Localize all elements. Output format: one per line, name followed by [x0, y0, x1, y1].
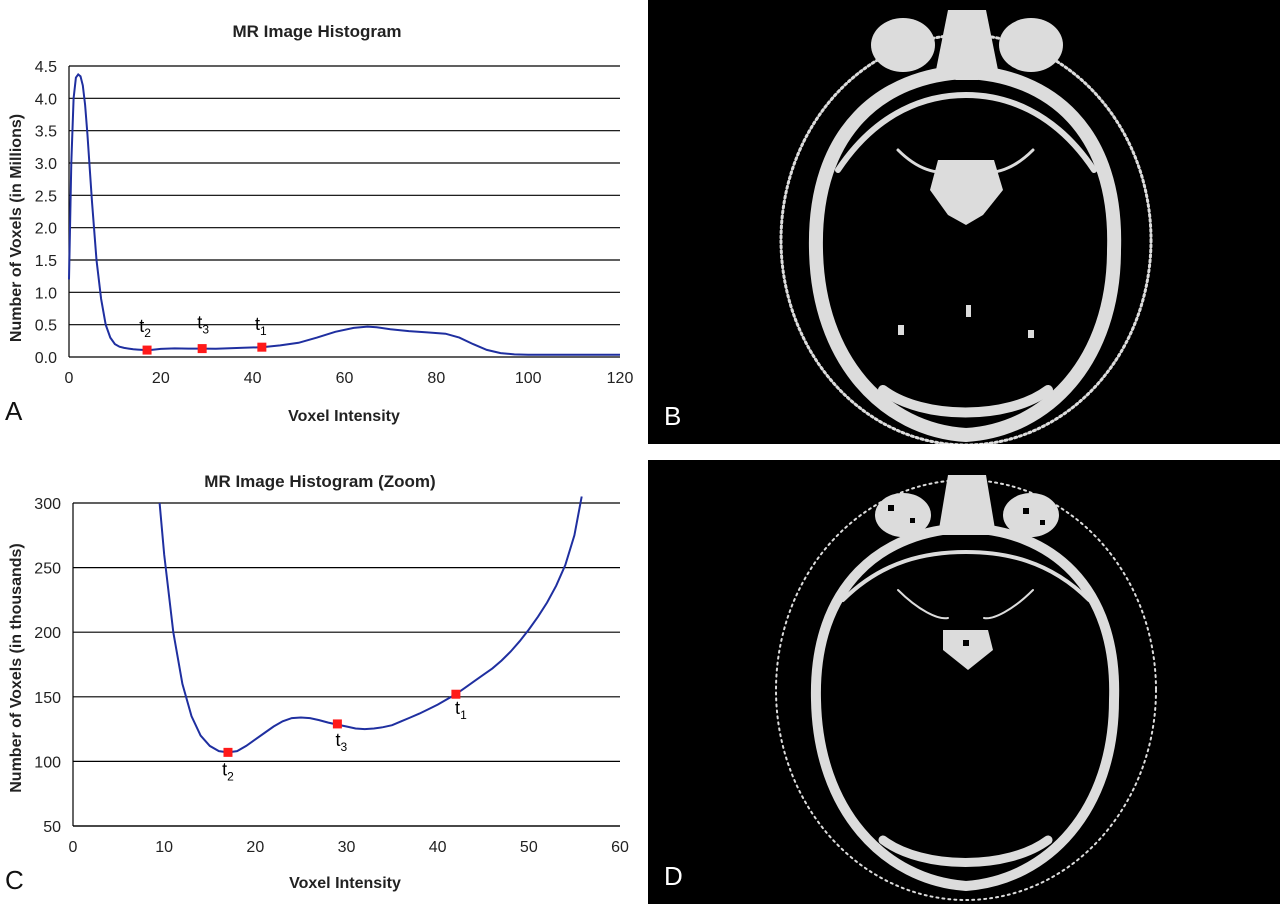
- threshold-label-t2: t2: [222, 759, 234, 783]
- y-tick-label: 300: [34, 496, 61, 513]
- threshold-marker-t2: [142, 345, 152, 355]
- x-tick-label: 50: [520, 839, 538, 856]
- x-tick-label: 100: [515, 370, 542, 387]
- panel-letter: A: [5, 396, 23, 426]
- zoom-histogram-chart: MR Image Histogram (Zoom) Voxel Intensit…: [5, 472, 629, 895]
- panel-letter: B: [664, 401, 682, 431]
- y-tick-label: 0.0: [35, 350, 57, 367]
- speckle: [966, 305, 971, 317]
- nasal-structure: [936, 10, 998, 80]
- eye-left: [871, 18, 935, 72]
- x-tick-label: 60: [336, 370, 354, 387]
- panel-letter: D: [664, 861, 683, 891]
- x-tick-label: 80: [427, 370, 445, 387]
- threshold-marker-t1: [257, 342, 267, 352]
- x-tick-label: 20: [246, 839, 264, 856]
- plot-area: 0.0 0.5 1.0 1.5 2.0 2.5 3.0 3.5 4.0 4.5 0 20 40 60 80 1…: [35, 59, 634, 387]
- histogram-chart-panel: MR Image Histogram Voxel Intensity Numbe…: [0, 0, 648, 452]
- y-tick-label: 4.5: [35, 59, 57, 76]
- sellar-region: [943, 630, 993, 670]
- occipital-bone: [878, 835, 1053, 867]
- y-tick-label: 2.5: [35, 188, 57, 205]
- threshold-label-t3: t3: [336, 730, 348, 754]
- x-tick-label: 0: [65, 370, 74, 387]
- zoom-histogram-chart-panel: MR Image Histogram (Zoom) Voxel Intensit…: [0, 452, 648, 904]
- threshold-marker-t1: [451, 689, 461, 699]
- eye-right: [999, 18, 1063, 72]
- mr-scan-image-threshold-alt: D: [648, 460, 1280, 904]
- threshold-marker-t2: [223, 747, 233, 757]
- histogram-curve: [158, 496, 583, 754]
- y-tick-label: 2.0: [35, 221, 57, 238]
- y-tick-label: 150: [34, 690, 61, 707]
- vessel-right: [983, 589, 1034, 620]
- x-tick-label: 40: [429, 839, 447, 856]
- y-tick-label: 1.5: [35, 253, 57, 270]
- threshold-marker-t3: [197, 344, 207, 354]
- x-tick-label: 60: [611, 839, 629, 856]
- threshold-marker-t3: [332, 719, 342, 729]
- occipital-bone: [878, 385, 1053, 418]
- brain-scan-illustration: [775, 475, 1157, 901]
- threshold-label-t3: t3: [197, 313, 209, 337]
- image-divider: [648, 444, 1280, 460]
- chart-title: MR Image Histogram: [232, 22, 401, 41]
- orbital-roof: [841, 549, 1091, 602]
- y-tick-label: 200: [34, 625, 61, 642]
- brain-scan-illustration: [779, 10, 1153, 444]
- x-tick-label: 0: [69, 839, 78, 856]
- y-tick-label: 100: [34, 754, 61, 771]
- eye-right: [1003, 493, 1059, 537]
- histogram-curve: [68, 72, 620, 356]
- panel-letter: C: [5, 865, 24, 895]
- orbital-roof: [835, 91, 1097, 173]
- x-tick-label: 10: [155, 839, 173, 856]
- nasal-structure: [938, 475, 996, 535]
- y-tick-label: 3.0: [35, 156, 57, 173]
- skull-ring: [810, 522, 1120, 892]
- scalp-outline: [775, 479, 1157, 901]
- speckle: [1028, 330, 1034, 338]
- skull-ring: [808, 64, 1122, 443]
- y-tick-label: 4.0: [35, 91, 57, 108]
- x-tick-label: 20: [152, 370, 170, 387]
- threshold-label-t1: t1: [255, 314, 267, 338]
- threshold-label-t1: t1: [455, 698, 467, 722]
- vessel-left: [897, 589, 949, 620]
- y-axis-label: Number of Voxels (in thousands): [8, 543, 25, 793]
- x-axis-label: Voxel Intensity: [288, 408, 400, 425]
- mr-scan-image-threshold: B: [648, 0, 1280, 444]
- x-tick-label: 120: [607, 370, 634, 387]
- chart-title: MR Image Histogram (Zoom): [204, 472, 435, 491]
- speckle: [898, 325, 904, 335]
- y-tick-label: 3.5: [35, 124, 57, 141]
- plot-area: 50 100 150 200 250 300 0 10 20 30 40 50 60 t2 t3 t1: [34, 496, 629, 856]
- x-axis-label: Voxel Intensity: [289, 875, 401, 892]
- y-axis-label: Number of Voxels (in Millions): [8, 114, 25, 342]
- x-tick-label: 30: [338, 839, 356, 856]
- y-tick-label: 50: [43, 819, 61, 836]
- eye-left: [875, 493, 931, 537]
- y-tick-label: 1.0: [35, 285, 57, 302]
- y-tick-label: 0.5: [35, 318, 57, 335]
- threshold-label-t2: t2: [139, 316, 151, 340]
- x-tick-label: 40: [244, 370, 262, 387]
- y-tick-label: 250: [34, 561, 61, 578]
- histogram-chart: MR Image Histogram Voxel Intensity Numbe…: [5, 22, 634, 426]
- sellar-region: [930, 160, 1003, 225]
